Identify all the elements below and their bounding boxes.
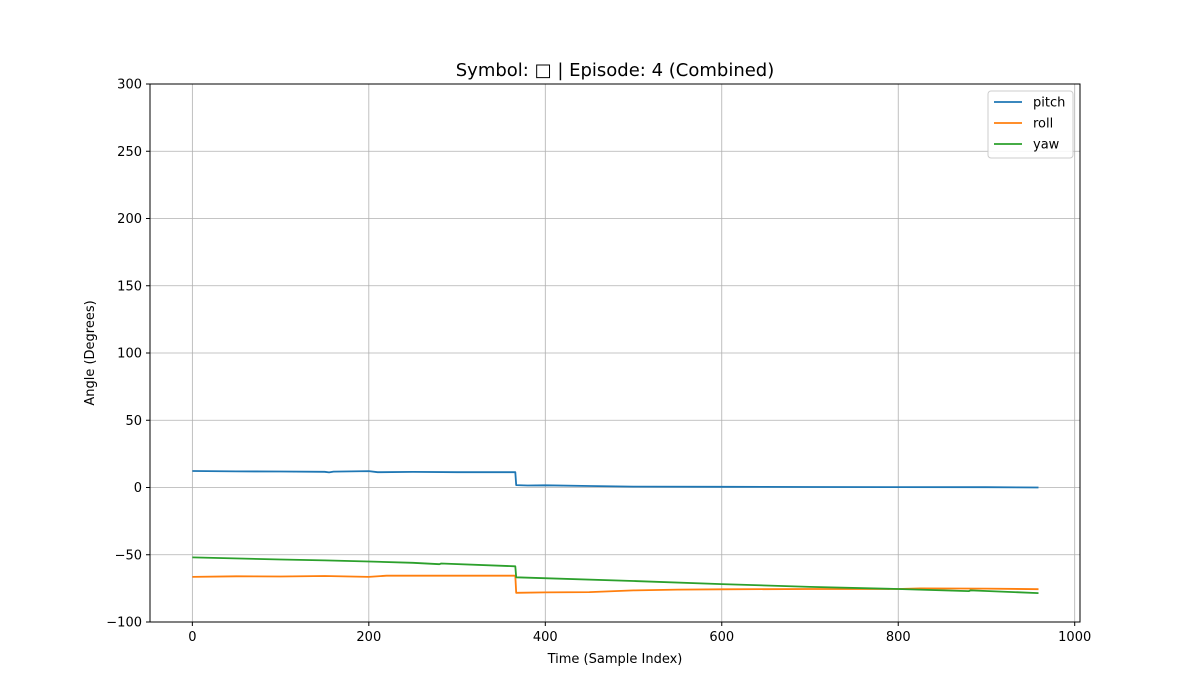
legend: pitch roll yaw [987,90,1074,159]
y-tick-label: 0 [134,481,142,496]
series-line-yaw [192,556,1039,594]
series-line-pitch [192,470,1039,489]
legend-box [987,90,1074,159]
y-axis-title: Angle (Degrees) [83,300,98,405]
x-tick-label: 1000 [1058,630,1091,645]
chart-title: Symbol: □ | Episode: 4 (Combined) [456,60,775,81]
x-tick-label: 200 [356,630,381,645]
x-tick-label: 600 [709,630,734,645]
y-tick-label: 50 [125,414,142,429]
y-tick-label: 200 [117,212,142,227]
y-tick-label: 250 [117,145,142,160]
y-tick-label: −100 [106,616,142,631]
axis-ticks: 0 200 400 600 800 1000 −100 −50 0 50 100 150 200 250 3… [106,78,1091,646]
y-tick-label: 300 [117,78,142,93]
legend-label-pitch: pitch [1033,96,1065,111]
series-lines [192,470,1039,594]
x-tick-label: 800 [886,630,911,645]
x-axis-title: Time (Sample Index) [547,652,683,667]
y-tick-label: −50 [115,548,142,563]
y-tick-label: 150 [117,279,142,294]
legend-label-roll: roll [1033,117,1053,132]
legend-label-yaw: yaw [1033,138,1060,153]
y-tick-label: 100 [117,347,142,362]
x-tick-label: 0 [188,630,196,645]
x-tick-label: 400 [533,630,558,645]
